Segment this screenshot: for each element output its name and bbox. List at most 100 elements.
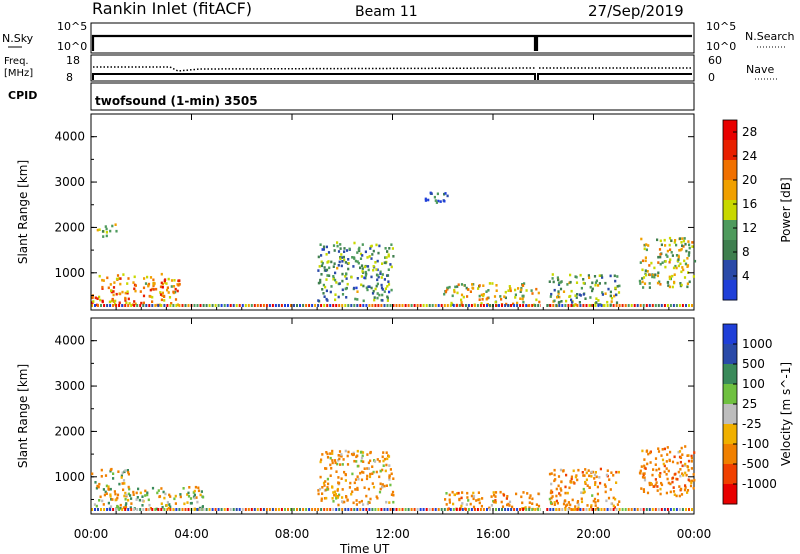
heatmap-cell <box>223 508 226 511</box>
heatmap-cell <box>407 508 410 511</box>
heatmap-cell <box>160 298 163 302</box>
heatmap-cell <box>615 304 618 307</box>
heatmap-cell <box>656 489 659 492</box>
heatmap-cell <box>320 497 323 501</box>
heatmap-cell <box>482 508 485 511</box>
heatmap-cell <box>590 505 593 509</box>
heatmap-cell <box>593 477 596 480</box>
heatmap-cell <box>147 282 151 286</box>
heatmap-cell <box>687 478 690 482</box>
heatmap-cell <box>160 508 163 511</box>
heatmap-cell <box>472 497 475 501</box>
heatmap-cell <box>651 304 654 307</box>
heatmap-cell <box>140 301 143 305</box>
heatmap-cell <box>531 292 534 295</box>
heatmap-cell <box>366 467 369 470</box>
heatmap-cell <box>666 508 669 511</box>
heatmap-cell <box>200 490 203 493</box>
heatmap-cell <box>370 244 373 248</box>
heatmap-cell <box>598 282 601 285</box>
heatmap-cell <box>428 508 431 511</box>
heatmap-cell <box>356 486 359 490</box>
heatmap-cell <box>317 269 320 272</box>
heatmap-cell <box>591 470 595 474</box>
heatmap-cell <box>320 264 324 268</box>
heatmap-cell <box>130 502 133 505</box>
heatmap-cell <box>363 276 366 280</box>
heatmap-cell <box>673 455 676 459</box>
heatmap-cell <box>446 286 449 290</box>
heatmap-cell <box>375 284 378 288</box>
heatmap-cell <box>555 494 558 498</box>
heatmap-cell <box>383 457 387 461</box>
heatmap-cell <box>482 294 485 298</box>
heatmap-cell <box>666 304 669 307</box>
heatmap-cell <box>668 458 671 462</box>
heatmap-cells <box>91 445 696 512</box>
heatmap-cell <box>380 304 383 307</box>
heatmap-cell <box>550 292 553 296</box>
heatmap-cell <box>170 285 173 288</box>
heatmap-cell <box>336 489 339 492</box>
heatmap-cell <box>103 304 106 307</box>
heatmap-cell <box>144 282 148 285</box>
heatmap-cell <box>244 508 247 511</box>
heatmap-cell <box>322 248 325 251</box>
heatmap-cell <box>380 286 384 290</box>
heatmap-cell <box>673 280 676 284</box>
heatmap-cell <box>636 304 639 307</box>
colorbar-label: Velocity [m s^-1] <box>779 362 793 466</box>
heatmap-cell <box>271 508 274 511</box>
heatmap-cell <box>499 490 502 494</box>
heatmap-cell <box>444 192 447 195</box>
y-tick-label: 3000 <box>54 175 85 189</box>
heatmap-cell <box>366 502 369 506</box>
heatmap-cell <box>427 198 430 202</box>
heatmap-cell <box>678 485 681 488</box>
cpid-program: twofsound (1-min) 3505 <box>95 94 258 108</box>
heatmap-cell <box>118 482 121 486</box>
heatmap-cell <box>460 283 464 286</box>
heatmap-cell <box>602 304 605 307</box>
heatmap-cell <box>362 299 365 303</box>
heatmap-cell <box>431 508 434 511</box>
heatmap-cell <box>500 298 503 301</box>
heatmap-cell <box>98 482 101 486</box>
heatmap-cell <box>359 266 362 270</box>
heatmap-cell <box>385 500 388 504</box>
heatmap-cell <box>443 199 446 203</box>
heatmap-cell <box>202 495 205 499</box>
heatmap-cell <box>660 508 663 511</box>
heatmap-cell <box>658 467 661 471</box>
heatmap-cell <box>685 304 687 307</box>
heatmap-cell <box>372 268 375 272</box>
heatmap-cell <box>192 491 195 494</box>
heatmap-cell <box>127 277 130 280</box>
heatmap-cell <box>95 486 98 490</box>
heatmap-cell <box>187 491 190 495</box>
heatmap-cell <box>148 503 151 507</box>
heatmap-cell <box>345 296 348 299</box>
heatmap-cell <box>356 449 359 453</box>
heatmap-cell <box>453 290 456 294</box>
heatmap-cell <box>502 494 506 497</box>
heatmap-cell <box>170 279 174 282</box>
heatmap-cell <box>599 481 602 485</box>
heatmap-cell <box>424 199 427 202</box>
heatmap-cell <box>355 455 358 459</box>
heatmap-cell <box>151 486 155 490</box>
colorbar-swatch <box>723 140 737 161</box>
heatmap-cell <box>524 506 527 509</box>
heatmap-cell <box>529 494 532 497</box>
heatmap-cell <box>651 508 654 511</box>
heatmap-cell <box>609 290 612 294</box>
heatmap-cell <box>569 503 572 507</box>
heatmap-cell <box>340 253 343 256</box>
heatmap-cell <box>627 508 630 511</box>
heatmap-cell <box>368 475 372 479</box>
heatmap-cell <box>555 508 558 511</box>
heatmap-cell <box>670 251 673 254</box>
heatmap-cell <box>331 461 334 465</box>
heatmap-cell <box>686 465 689 468</box>
